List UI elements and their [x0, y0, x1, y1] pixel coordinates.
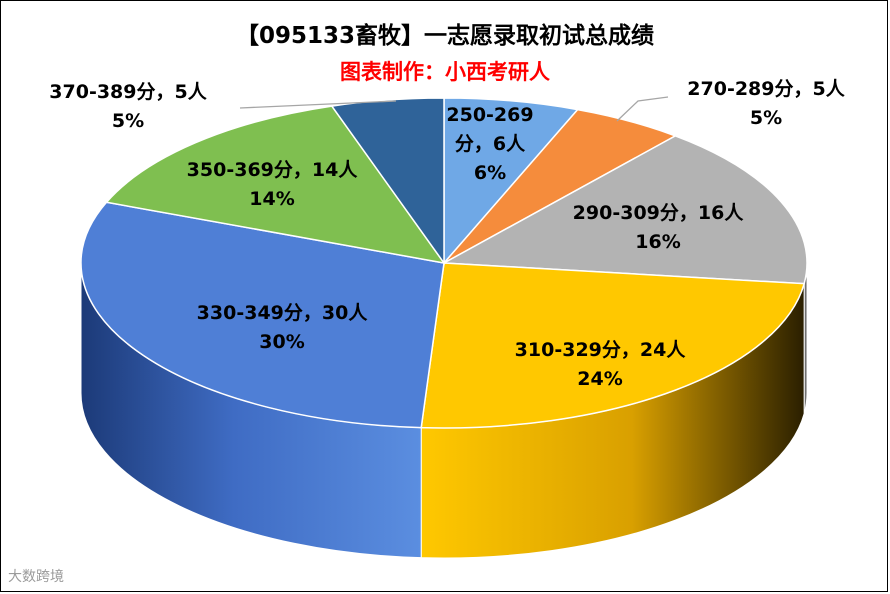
slice-label-250-269分: 250-269 分，6人 6% — [446, 104, 533, 184]
leader-line-370-389 — [239, 100, 397, 109]
chart-title: 【095133畜牧】一志愿录取初试总成绩 — [235, 23, 655, 49]
slice-label-370-389分: 370-389分，5人 5% — [49, 81, 207, 132]
pie-slice-250-269分 — [443, 97, 580, 266]
leader-line-270-289 — [616, 96, 669, 122]
pie-slice-290-309分 — [441, 135, 808, 285]
chart-subtitle: 图表制作：小西考研人 — [340, 60, 550, 84]
pie-slice-310-329分 — [420, 262, 806, 429]
slice-label-350-369分: 350-369分，14人 14% — [187, 159, 359, 210]
watermark-text: 大数跨境 — [8, 569, 64, 585]
slice-label-290-309分: 290-309分，16人 16% — [573, 202, 745, 253]
pie-slice-330-349分 — [80, 201, 445, 429]
leader-lines — [239, 96, 669, 122]
slice-labels: 250-269 分，6人 6% 270-289分，5人 5% 290-309分，16人 16… — [49, 78, 845, 390]
slice-label-330-349分: 330-349分，30人 30% — [197, 302, 369, 353]
pie-top-faces — [80, 97, 808, 429]
pie-slice-370-389分 — [330, 97, 445, 266]
slice-label-270-289分: 270-289分，5人 5% — [687, 78, 845, 129]
slice-label-310-329分: 310-329分，24人 24% — [515, 339, 687, 390]
